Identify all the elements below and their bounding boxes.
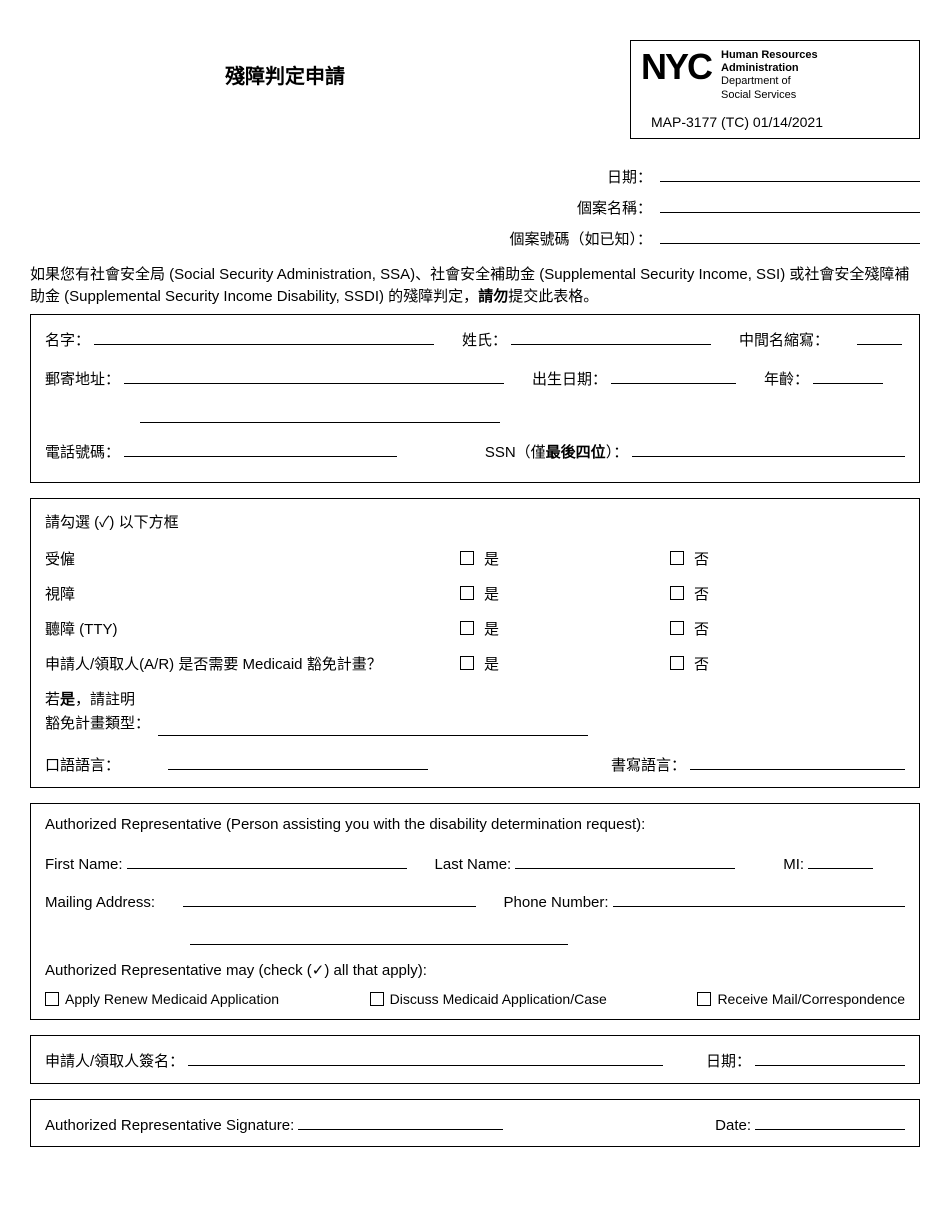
auth-rep-box: Authorized Representative (Person assist…	[30, 803, 920, 1020]
employed-label: 受僱	[45, 548, 460, 569]
mi-label: 中間名縮寫：	[739, 329, 829, 350]
ssn-label: SSN（僅最後四位）：	[485, 441, 628, 462]
dob-input[interactable]	[611, 366, 736, 384]
ar-phone-label: Phone Number:	[504, 894, 609, 911]
ar-mailing-input[interactable]	[183, 889, 475, 907]
applicant-sig-input[interactable]	[188, 1048, 663, 1066]
employed-yes-checkbox[interactable]	[460, 551, 474, 565]
opt-mail-checkbox[interactable]	[697, 992, 711, 1006]
last-name-label: 姓氏：	[462, 329, 507, 350]
medicaid-yes-checkbox[interactable]	[460, 656, 474, 670]
applicant-date-input[interactable]	[755, 1048, 905, 1066]
instruction-text: 如果您有社會安全局 (Social Security Administratio…	[30, 264, 920, 309]
ar-mi-label: MI:	[783, 856, 804, 873]
hearing-row: 聽障 (TTY) 是 否	[45, 618, 905, 639]
opt-mail-label: Receive Mail/Correspondence	[717, 991, 905, 1007]
date-label: 日期：	[607, 166, 652, 187]
ar-mailing-line2-input[interactable]	[190, 927, 568, 945]
ar-mi-input[interactable]	[808, 851, 873, 869]
form-code: MAP-3177 (TC) 01/14/2021	[641, 114, 909, 130]
written-input[interactable]	[690, 752, 905, 770]
phone-label: 電話號碼：	[45, 441, 120, 462]
auth-signature-box: Authorized Representative Signature: Dat…	[30, 1099, 920, 1147]
opt-discuss-label: Discuss Medicaid Application/Case	[390, 991, 607, 1007]
age-label: 年齡：	[764, 368, 809, 389]
first-name-label: 名字：	[45, 329, 90, 350]
case-name-input[interactable]	[660, 195, 920, 213]
auth-sig-input[interactable]	[298, 1112, 502, 1130]
medicaid-label: 申請人/領取人(A/R) 是否需要 Medicaid 豁免計畫？	[45, 653, 460, 674]
auth-rep-title: Authorized Representative (Person assist…	[45, 816, 905, 833]
header: 殘障判定申請 NYC Human Resources Administratio…	[30, 40, 920, 139]
hearing-no-checkbox[interactable]	[670, 621, 684, 635]
applicant-date-label: 日期：	[706, 1050, 751, 1071]
spoken-label: 口語語言：	[45, 754, 120, 775]
age-input[interactable]	[813, 366, 883, 384]
phone-input[interactable]	[124, 439, 397, 457]
applicant-sig-label: 申請人/領取人簽名：	[45, 1050, 184, 1071]
personal-info-box: 名字： 姓氏： 中間名縮寫： 郵寄地址： 出生日期： 年齡： 電話號碼： SSN…	[30, 314, 920, 483]
spoken-input[interactable]	[168, 752, 428, 770]
hearing-label: 聽障 (TTY)	[45, 618, 460, 639]
mailing-line2-input[interactable]	[140, 405, 500, 423]
ssn-input[interactable]	[632, 439, 905, 457]
ar-first-name-label: First Name:	[45, 856, 123, 873]
case-number-label: 個案號碼（如已知）：	[509, 228, 652, 249]
medicaid-no-checkbox[interactable]	[670, 656, 684, 670]
form-title: 殘障判定申請	[225, 60, 345, 89]
ar-last-name-label: Last Name:	[435, 856, 512, 873]
nyc-logo: NYC	[641, 49, 711, 85]
case-name-label: 個案名稱：	[577, 197, 652, 218]
ar-first-name-input[interactable]	[127, 851, 407, 869]
first-name-input[interactable]	[94, 327, 434, 345]
auth-date-label: Date:	[715, 1117, 751, 1134]
language-row: 口語語言： 書寫語言：	[45, 752, 905, 775]
visual-label: 視障	[45, 583, 460, 604]
agency-text: Human Resources Administration Departmen…	[721, 49, 818, 102]
ar-last-name-input[interactable]	[515, 851, 735, 869]
mailing-label: 郵寄地址：	[45, 368, 120, 389]
ar-phone-input[interactable]	[613, 889, 905, 907]
medicaid-row: 申請人/領取人(A/R) 是否需要 Medicaid 豁免計畫？ 是 否	[45, 653, 905, 674]
visual-no-checkbox[interactable]	[670, 586, 684, 600]
employed-row: 受僱 是 否	[45, 548, 905, 569]
applicant-signature-box: 申請人/領取人簽名： 日期：	[30, 1035, 920, 1084]
no-label: 否	[694, 548, 709, 569]
opt-discuss-checkbox[interactable]	[370, 992, 384, 1006]
auth-sig-label: Authorized Representative Signature:	[45, 1117, 294, 1134]
auth-date-input[interactable]	[755, 1112, 905, 1130]
opt-apply-checkbox[interactable]	[45, 992, 59, 1006]
employed-no-checkbox[interactable]	[670, 551, 684, 565]
auth-check-title: Authorized Representative may (check (✓)…	[45, 961, 905, 979]
case-number-input[interactable]	[660, 226, 920, 244]
checkbox-instruction: 請勾選 (✓) 以下方框	[45, 511, 905, 532]
waiver-row: 若是，請註明 豁免計畫類型：	[45, 688, 905, 736]
waiver-type-input[interactable]	[158, 718, 588, 736]
mailing-input[interactable]	[124, 366, 504, 384]
last-name-input[interactable]	[511, 327, 711, 345]
yes-label: 是	[484, 548, 499, 569]
dob-label: 出生日期：	[532, 368, 607, 389]
date-input[interactable]	[660, 164, 920, 182]
logo-box: NYC Human Resources Administration Depar…	[630, 40, 920, 139]
written-label: 書寫語言：	[611, 754, 686, 775]
mi-input[interactable]	[857, 327, 902, 345]
visual-row: 視障 是 否	[45, 583, 905, 604]
ar-mailing-label: Mailing Address:	[45, 894, 155, 911]
opt-apply-label: Apply Renew Medicaid Application	[65, 991, 279, 1007]
checkbox-section: 請勾選 (✓) 以下方框 受僱 是 否 視障 是 否 聽障 (TTY) 是	[30, 498, 920, 788]
hearing-yes-checkbox[interactable]	[460, 621, 474, 635]
top-fields: 日期： 個案名稱： 個案號碼（如已知）：	[30, 164, 920, 249]
visual-yes-checkbox[interactable]	[460, 586, 474, 600]
